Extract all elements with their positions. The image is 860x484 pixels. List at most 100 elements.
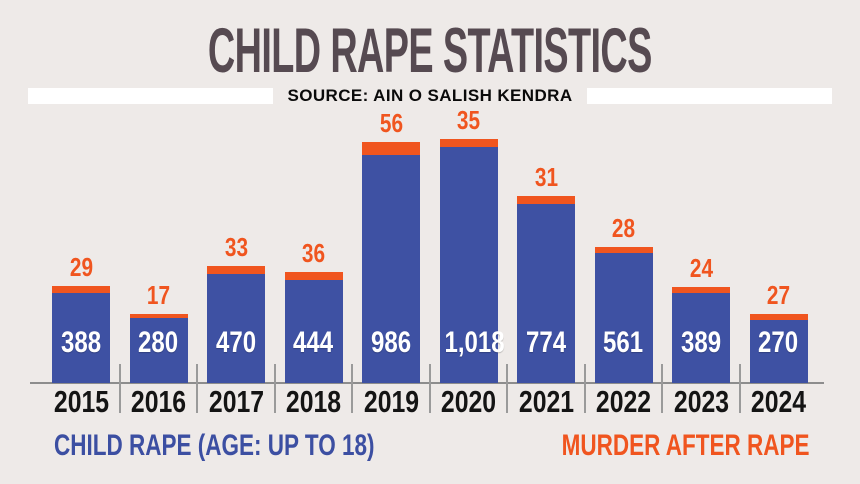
x-axis-line — [30, 382, 824, 384]
bar-value-text: 774 — [525, 326, 567, 359]
murder-count-label: 33 — [193, 232, 279, 262]
year-text: 2015 — [53, 384, 109, 419]
year-text: 2021 — [518, 384, 574, 419]
murder-count-label: 29 — [38, 252, 124, 282]
bar-value-label: 444 — [282, 328, 346, 358]
murder-count-text: 27 — [766, 280, 791, 311]
year-text: 2020 — [440, 384, 497, 419]
bar-segment-child-rape — [672, 292, 730, 383]
bar-segment-child-rape — [517, 203, 575, 383]
bar-segment-child-rape — [594, 253, 653, 383]
axis-tick — [351, 364, 354, 413]
year-text: 2018 — [285, 384, 342, 419]
bar-segment-murder — [52, 286, 110, 294]
bar-segment-child-rape — [129, 318, 188, 383]
year-label: 2021 — [507, 384, 585, 419]
murder-count-label: 35 — [426, 105, 512, 135]
bar-value-label: 270 — [747, 328, 811, 358]
murder-count-label: 28 — [581, 213, 667, 243]
axis-tick — [273, 364, 276, 413]
year-text: 2017 — [208, 384, 264, 419]
year-text: 2016 — [130, 384, 187, 419]
murder-count-label: 31 — [503, 162, 589, 192]
legend-murder-after-rape-label: MURDER AFTER RAPE — [562, 429, 810, 462]
axis-tick — [118, 364, 121, 413]
bar-value-text: 1,018 — [444, 326, 505, 359]
bar-segment-murder — [439, 139, 498, 148]
bar-value-label: 1,018 — [437, 326, 505, 359]
bar-segment-murder — [129, 314, 188, 319]
bar-value-text: 388 — [60, 326, 102, 359]
murder-count-label: 24 — [658, 253, 744, 283]
bar-segment-child-rape — [749, 320, 808, 383]
year-label: 2019 — [352, 384, 430, 419]
bar-value-text: 470 — [215, 326, 257, 359]
murder-count-label: 56 — [348, 108, 434, 138]
murder-count-text: 33 — [224, 232, 248, 263]
murder-count-text: 17 — [146, 280, 171, 311]
page-title: CHILD RAPE STATISTICS — [0, 16, 860, 86]
bar-segment-murder — [207, 266, 265, 275]
bar-value-text: 986 — [370, 326, 412, 359]
murder-count-text: 35 — [456, 105, 481, 136]
bar-segment-child-rape — [362, 154, 420, 383]
bar-segment-murder — [749, 314, 808, 321]
bar-value-label: 561 — [592, 328, 656, 358]
year-label: 2018 — [275, 384, 353, 419]
murder-count-label: 27 — [736, 280, 822, 310]
axis-tick — [506, 364, 509, 413]
murder-count-text: 28 — [611, 212, 636, 243]
source-strip-left — [28, 87, 274, 104]
murder-count-label: 17 — [116, 280, 202, 310]
bar-segment-murder — [284, 271, 343, 281]
year-label: 2017 — [197, 384, 275, 419]
axis-tick — [428, 364, 431, 413]
murder-count-label: 36 — [271, 238, 357, 268]
legend-child-rape: CHILD RAPE (AGE: UP TO 18) — [54, 430, 481, 462]
bar-segment-child-rape — [52, 293, 110, 383]
source-strip-right — [586, 87, 832, 104]
bar-segment-murder — [517, 196, 575, 204]
bar-value-label: 470 — [204, 328, 268, 358]
bar-value-text: 561 — [603, 326, 644, 359]
bar-segment-child-rape — [284, 280, 343, 383]
bar-segment-murder — [594, 246, 653, 253]
bar-segment-murder — [672, 287, 730, 293]
year-label: 2020 — [430, 384, 508, 419]
bar-value-text: 389 — [680, 326, 722, 359]
bar-value-label: 280 — [127, 328, 191, 358]
bar-segment-child-rape — [439, 147, 498, 383]
year-text: 2024 — [750, 384, 807, 419]
bar-segment-murder — [362, 141, 420, 155]
year-label: 2023 — [662, 384, 740, 419]
year-label: 2024 — [740, 384, 818, 419]
murder-count-text: 29 — [69, 252, 93, 283]
murder-count-text: 36 — [301, 237, 326, 268]
axis-tick — [583, 364, 586, 413]
bar-value-label: 774 — [514, 328, 578, 358]
year-label: 2016 — [120, 384, 198, 419]
bar-value-text: 270 — [758, 326, 799, 359]
year-text: 2019 — [363, 384, 419, 419]
axis-tick — [738, 364, 741, 413]
bar-value-label: 986 — [359, 328, 423, 358]
axis-tick — [661, 364, 664, 413]
murder-count-text: 56 — [379, 107, 403, 138]
year-label: 2015 — [42, 384, 120, 419]
legend-child-rape-label: CHILD RAPE (AGE: UP TO 18) — [54, 429, 375, 462]
source-row: SOURCE: AIN O SALISH KENDRA — [28, 86, 832, 105]
legend-murder-after-rape: MURDER AFTER RAPE — [479, 430, 810, 462]
bar-value-text: 280 — [138, 326, 179, 359]
year-label: 2022 — [585, 384, 663, 419]
bar-value-label: 389 — [669, 328, 733, 358]
murder-count-text: 31 — [534, 162, 558, 193]
year-text: 2023 — [673, 384, 729, 419]
source-label: SOURCE: AIN O SALISH KENDRA — [287, 86, 573, 105]
bar-segment-child-rape — [207, 274, 265, 383]
year-text: 2022 — [595, 384, 652, 419]
bar-value-label: 388 — [49, 328, 113, 358]
axis-tick — [196, 364, 199, 413]
page-title-text: CHILD RAPE STATISTICS — [208, 16, 652, 86]
